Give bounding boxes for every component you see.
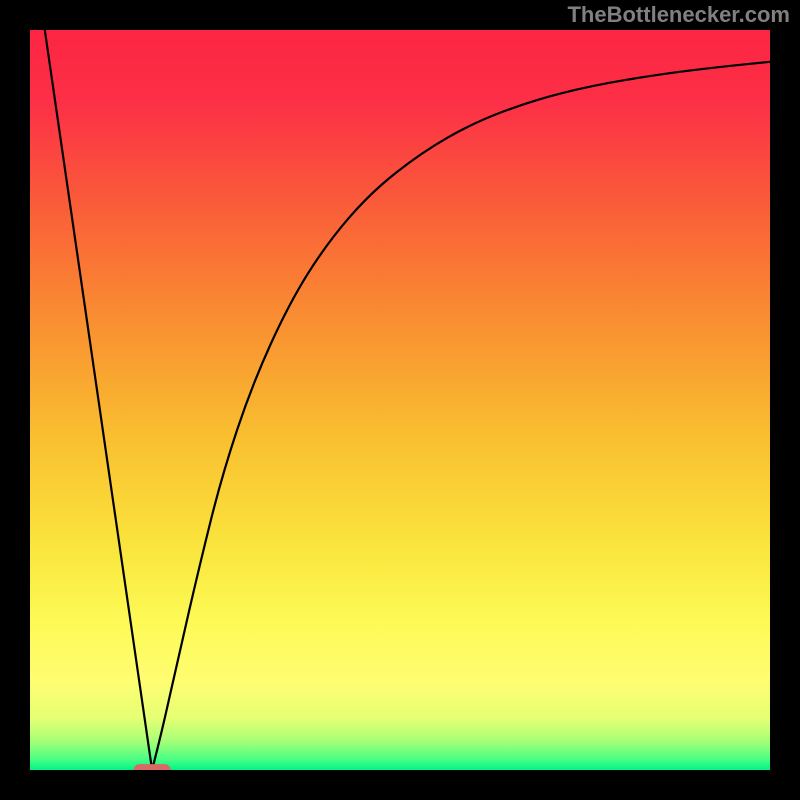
chart-container: TheBottlenecker.com <box>0 0 800 800</box>
chart-svg <box>0 0 800 800</box>
watermark-text: TheBottlenecker.com <box>567 2 790 28</box>
axis-bottom <box>0 770 800 800</box>
plot-background <box>30 30 770 770</box>
axis-right <box>770 0 800 800</box>
axis-left <box>0 0 30 800</box>
